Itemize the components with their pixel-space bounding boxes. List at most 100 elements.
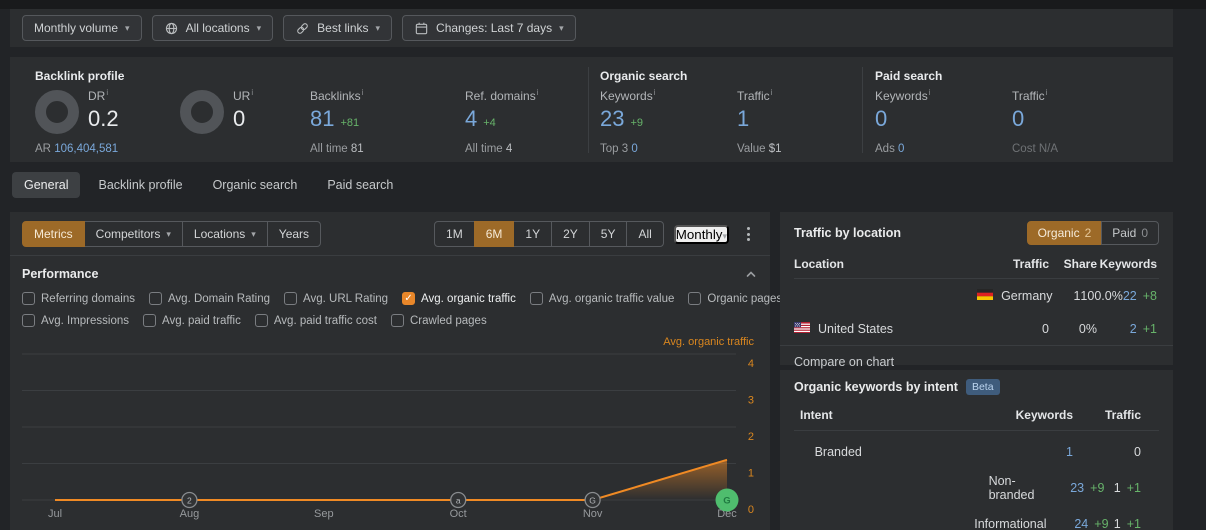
info-icon[interactable]: i bbox=[361, 88, 364, 97]
link-icon bbox=[295, 21, 310, 36]
alltime-label: All time bbox=[465, 143, 503, 155]
filter-button-monthly-volume[interactable]: Monthly volume ▾ bbox=[22, 15, 142, 41]
col-intent[interactable]: Intent bbox=[800, 408, 833, 422]
checkbox-box[interactable] bbox=[22, 314, 35, 327]
range-button-all[interactable]: All bbox=[626, 221, 664, 247]
annotation-marker-nov[interactable]: G bbox=[584, 491, 601, 509]
info-icon[interactable]: i bbox=[1045, 88, 1048, 97]
top3-value-link[interactable]: 0 bbox=[631, 143, 638, 155]
paid-keywords-value[interactable]: 0 bbox=[875, 106, 888, 131]
x-axis-label: Jul bbox=[48, 508, 62, 520]
range-button-6m[interactable]: 6M bbox=[473, 221, 515, 247]
checkbox-box[interactable] bbox=[529, 292, 543, 305]
intent-row-informational[interactable]: Informational 24 +9 1 +1 bbox=[794, 511, 1159, 530]
flag-icon-us bbox=[794, 321, 810, 336]
col-keywords[interactable]: Keywords bbox=[1015, 408, 1073, 422]
cost-value: N/A bbox=[1038, 143, 1059, 155]
checkbox-box[interactable] bbox=[688, 292, 702, 305]
range-button-2y[interactable]: 2Y bbox=[551, 221, 590, 247]
chart-button-competitors[interactable]: Competitors ▾ bbox=[83, 221, 183, 247]
organic-keywords-value[interactable]: 23 bbox=[600, 106, 625, 131]
checkbox-box[interactable] bbox=[390, 314, 404, 327]
filter-button-all-locations[interactable]: All locations ▾ bbox=[151, 15, 274, 41]
metric-checkbox-avg-paid-traffic-cost[interactable]: Avg. paid traffic cost bbox=[254, 314, 377, 327]
checkbox-box[interactable] bbox=[254, 314, 268, 327]
keywords-value[interactable]: 22 bbox=[1122, 288, 1137, 303]
metric-checkbox-crawled-pages[interactable]: Crawled pages bbox=[390, 314, 487, 327]
col-share[interactable]: Share bbox=[1063, 257, 1097, 271]
col-traffic[interactable]: Traffic bbox=[1104, 408, 1141, 422]
keywords-value[interactable]: 2 bbox=[1129, 321, 1137, 336]
checkbox-box[interactable] bbox=[284, 292, 298, 305]
chart-button-locations[interactable]: Locations ▾ bbox=[181, 221, 268, 247]
calendar-icon bbox=[414, 21, 429, 36]
col-location[interactable]: Location bbox=[794, 257, 844, 271]
collapse-chevron-up-icon[interactable] bbox=[744, 267, 758, 281]
info-icon[interactable]: i bbox=[770, 88, 773, 97]
checkbox-box[interactable] bbox=[22, 292, 35, 305]
chart-button-years[interactable]: Years bbox=[266, 221, 322, 247]
checkbox-box[interactable]: ✓ bbox=[402, 292, 416, 305]
divider bbox=[588, 67, 589, 153]
tab-organic-search[interactable]: Organic search bbox=[212, 178, 298, 192]
location-row-united-states[interactable]: United States 0 0% 2 +1 bbox=[794, 312, 1159, 345]
intent-row-branded[interactable]: Branded 1 0 bbox=[794, 439, 1159, 465]
tab-general[interactable]: General bbox=[12, 172, 81, 198]
toggle-count: 0 bbox=[1141, 226, 1148, 240]
granularity-dropdown[interactable]: Monthly▾ bbox=[673, 224, 729, 244]
range-button-5y[interactable]: 5Y bbox=[588, 221, 628, 247]
keywords-value[interactable]: 24 bbox=[1074, 517, 1089, 530]
ads-value-link[interactable]: 0 bbox=[898, 143, 905, 155]
compare-on-chart-link[interactable]: Compare on chart bbox=[780, 345, 1173, 378]
filter-button-changes-last-7-days[interactable]: Changes: Last 7 days ▾ bbox=[402, 15, 576, 41]
paid-traffic-value[interactable]: 0 bbox=[1012, 106, 1025, 131]
checkbox-box[interactable] bbox=[143, 314, 156, 327]
metric-checkbox-referring-domains[interactable]: Referring domains bbox=[22, 292, 135, 305]
metric-checkbox-avg-organic-traffic-value[interactable]: Avg. organic traffic value bbox=[529, 292, 674, 305]
metric-checkbox-avg-organic-traffic[interactable]: ✓ Avg. organic traffic bbox=[402, 292, 516, 305]
col-keywords[interactable]: Keywords bbox=[1099, 257, 1157, 271]
metric-checkbox-avg-impressions[interactable]: Avg. Impressions bbox=[22, 314, 129, 327]
page-tabs: General Backlink profile Organic search Pai… bbox=[12, 172, 405, 198]
info-icon[interactable]: i bbox=[653, 88, 656, 97]
toggle-paid[interactable]: Paid 0 bbox=[1101, 221, 1159, 245]
toggle-organic[interactable]: Organic 2 bbox=[1026, 221, 1103, 245]
metric-checkbox-avg-paid-traffic[interactable]: Avg. paid traffic bbox=[143, 314, 241, 327]
performance-line-chart: Jul Aug Sep Oct Nov Dec 2 a G G 0 1 2 3 4 Avg. organic … bbox=[22, 336, 754, 520]
info-icon[interactable]: i bbox=[536, 88, 539, 97]
range-button-1y[interactable]: 1Y bbox=[513, 221, 553, 247]
backlinks-value[interactable]: 81 bbox=[310, 106, 335, 131]
intent-name: Informational bbox=[974, 517, 1047, 530]
location-row-germany[interactable]: Germany 1 100.0% 22 +8 bbox=[794, 279, 1159, 312]
info-icon[interactable]: i bbox=[928, 88, 931, 97]
annotation-marker-aug[interactable]: 2 bbox=[181, 491, 198, 509]
traffic-value: 1 bbox=[1073, 288, 1081, 303]
tab-backlink-profile[interactable]: Backlink profile bbox=[98, 178, 183, 192]
intent-row-non-branded[interactable]: Non-branded 23 +9 1 +1 bbox=[794, 474, 1159, 502]
info-icon[interactable]: i bbox=[251, 88, 254, 97]
chart-button-metrics[interactable]: Metrics bbox=[22, 221, 85, 247]
svg-text:G: G bbox=[723, 496, 730, 507]
keywords-by-intent-card: Organic keywords by intent Beta Intent Ke… bbox=[780, 370, 1173, 530]
ar-value-link[interactable]: 106,404,581 bbox=[54, 143, 119, 155]
keywords-value[interactable]: 23 bbox=[1070, 481, 1085, 495]
metric-checkbox-avg-domain-rating[interactable]: Avg. Domain Rating bbox=[148, 292, 270, 305]
col-traffic[interactable]: Traffic bbox=[1012, 257, 1049, 271]
metric-checkboxes: Referring domains Avg. Domain Rating Avg. … bbox=[10, 290, 782, 327]
dr-value: 0.2 bbox=[88, 106, 119, 131]
metric-checkbox-avg-url-rating[interactable]: Avg. URL Rating bbox=[284, 292, 388, 305]
annotation-marker-oct[interactable]: a bbox=[450, 491, 467, 509]
metric-checkbox-organic-pages[interactable]: Organic pages bbox=[688, 292, 782, 305]
kebab-menu-icon[interactable] bbox=[739, 223, 758, 245]
tab-paid-search[interactable]: Paid search bbox=[327, 178, 394, 192]
filter-button-best-links[interactable]: Best links ▾ bbox=[283, 15, 393, 41]
traffic-delta: +1 bbox=[1126, 481, 1141, 495]
organic-traffic-value[interactable]: 1 bbox=[737, 106, 750, 131]
keywords-value[interactable]: 1 bbox=[1066, 445, 1073, 459]
range-button-1m[interactable]: 1M bbox=[434, 221, 475, 247]
checkbox-box[interactable] bbox=[148, 292, 162, 305]
refdomains-value[interactable]: 4 bbox=[465, 106, 478, 131]
highlighted-annotation-marker-dec[interactable]: G bbox=[715, 488, 739, 512]
checkbox-label: Crawled pages bbox=[409, 314, 487, 327]
info-icon[interactable]: i bbox=[106, 88, 109, 97]
